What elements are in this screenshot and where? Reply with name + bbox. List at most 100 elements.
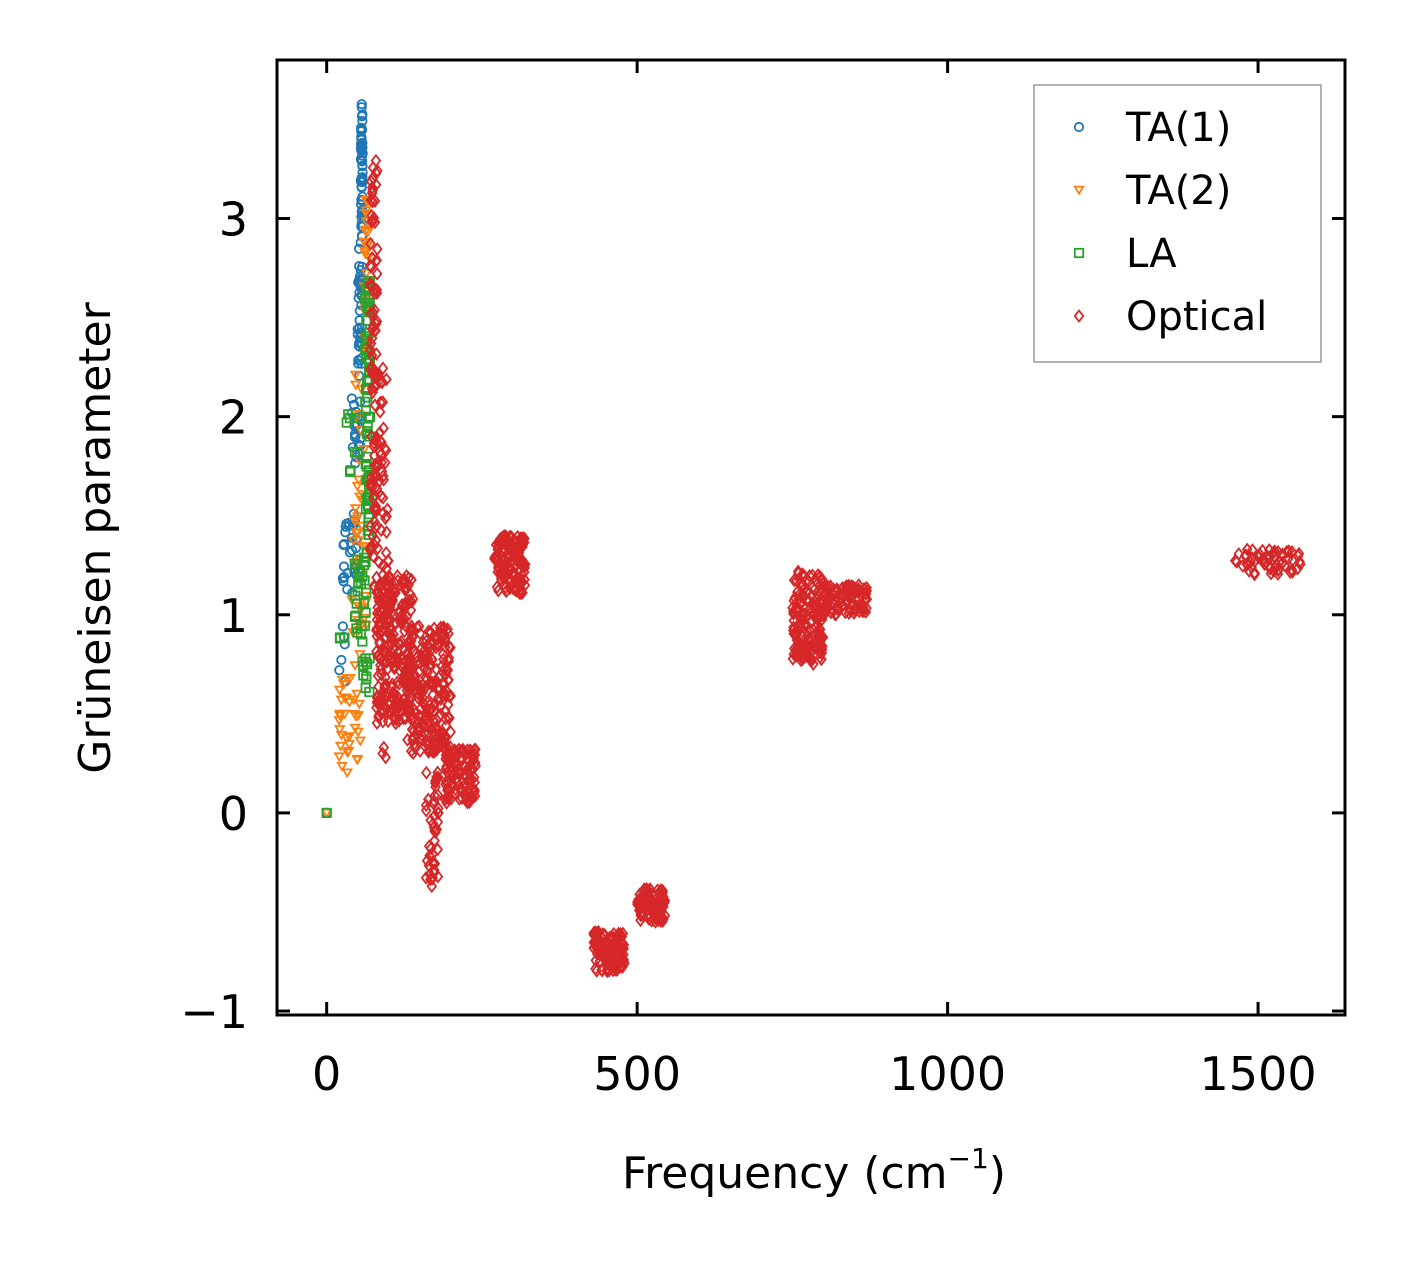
data-point xyxy=(406,707,417,722)
data-point xyxy=(374,696,386,711)
data-point xyxy=(428,726,440,741)
legend-label: Optical xyxy=(1126,294,1267,340)
data-point xyxy=(344,547,355,558)
data-point xyxy=(588,941,600,956)
y-tick-label: 1 xyxy=(219,589,248,643)
data-point xyxy=(414,744,426,758)
data-layer xyxy=(320,99,1306,979)
data-point xyxy=(357,156,368,167)
data-point xyxy=(441,765,453,780)
data-point xyxy=(354,271,366,282)
data-point xyxy=(854,604,865,619)
data-point xyxy=(343,732,356,743)
data-point xyxy=(415,701,427,716)
data-point xyxy=(395,696,407,711)
data-point xyxy=(800,648,812,663)
data-point xyxy=(352,447,363,458)
data-point xyxy=(365,306,377,321)
data-point xyxy=(402,676,414,691)
data-point xyxy=(351,598,362,609)
data-point xyxy=(351,528,364,539)
data-point xyxy=(1283,544,1295,559)
data-point xyxy=(369,488,380,503)
data-point xyxy=(371,266,383,281)
data-point xyxy=(343,520,354,531)
data-point xyxy=(1229,553,1241,568)
data-point xyxy=(492,583,504,598)
legend-item: LA xyxy=(1073,231,1177,277)
data-point xyxy=(853,592,864,607)
data-point xyxy=(349,370,362,381)
data-point xyxy=(428,714,439,728)
data-point xyxy=(1285,565,1296,580)
data-point xyxy=(362,376,373,387)
data-point xyxy=(505,563,516,578)
data-point xyxy=(430,738,442,753)
data-point xyxy=(372,541,384,556)
data-point xyxy=(824,598,836,613)
data-point xyxy=(367,318,379,333)
data-point xyxy=(831,599,843,614)
x-axis-label: Frequency (cm−1) xyxy=(622,1142,1006,1199)
data-point xyxy=(379,455,391,470)
data-point xyxy=(360,657,372,668)
data-point xyxy=(358,597,370,609)
data-point xyxy=(405,623,416,637)
data-point xyxy=(788,573,800,588)
data-point xyxy=(387,703,399,717)
legend-marker xyxy=(1073,309,1085,323)
data-point xyxy=(815,632,827,646)
data-point xyxy=(839,605,851,620)
legend-label: LA xyxy=(1126,231,1177,277)
data-point xyxy=(1257,543,1268,558)
data-point xyxy=(421,765,432,780)
data-point xyxy=(820,606,831,620)
data-point xyxy=(359,575,370,586)
data-point xyxy=(370,502,382,517)
x-tick-label: 0 xyxy=(312,1047,341,1101)
data-point xyxy=(1249,567,1260,582)
data-point xyxy=(403,571,415,585)
data-point xyxy=(371,460,382,475)
data-point xyxy=(357,124,368,136)
data-point xyxy=(343,697,356,708)
data-point xyxy=(369,323,381,338)
data-point xyxy=(446,779,458,793)
data-point xyxy=(846,597,858,612)
data-point xyxy=(422,646,433,661)
data-point xyxy=(861,592,873,607)
data-point xyxy=(360,607,371,618)
data-point xyxy=(1292,549,1304,563)
data-point xyxy=(635,913,646,928)
data-point xyxy=(356,176,367,188)
data-point xyxy=(354,736,367,747)
data-point xyxy=(463,776,475,790)
data-point xyxy=(335,633,346,644)
data-point xyxy=(349,504,362,515)
data-point xyxy=(358,670,369,681)
data-point xyxy=(813,625,825,640)
data-point xyxy=(637,883,649,898)
data-point xyxy=(380,670,391,685)
data-point xyxy=(432,631,444,646)
data-point xyxy=(469,747,481,762)
data-point xyxy=(365,539,377,554)
data-point xyxy=(371,570,382,585)
data-point xyxy=(344,673,356,684)
data-point xyxy=(588,935,600,950)
data-point xyxy=(424,867,436,882)
data-point xyxy=(443,672,454,687)
data-point xyxy=(404,662,415,677)
data-point xyxy=(371,606,383,621)
data-point xyxy=(360,557,371,568)
data-point xyxy=(371,629,383,644)
data-point xyxy=(463,772,475,787)
data-point xyxy=(377,395,389,410)
data-point xyxy=(360,195,372,206)
data-point xyxy=(423,745,434,759)
data-point xyxy=(1249,554,1261,568)
data-point xyxy=(337,573,348,584)
data-point xyxy=(422,695,434,710)
data-point xyxy=(380,750,391,765)
data-point xyxy=(373,679,384,694)
